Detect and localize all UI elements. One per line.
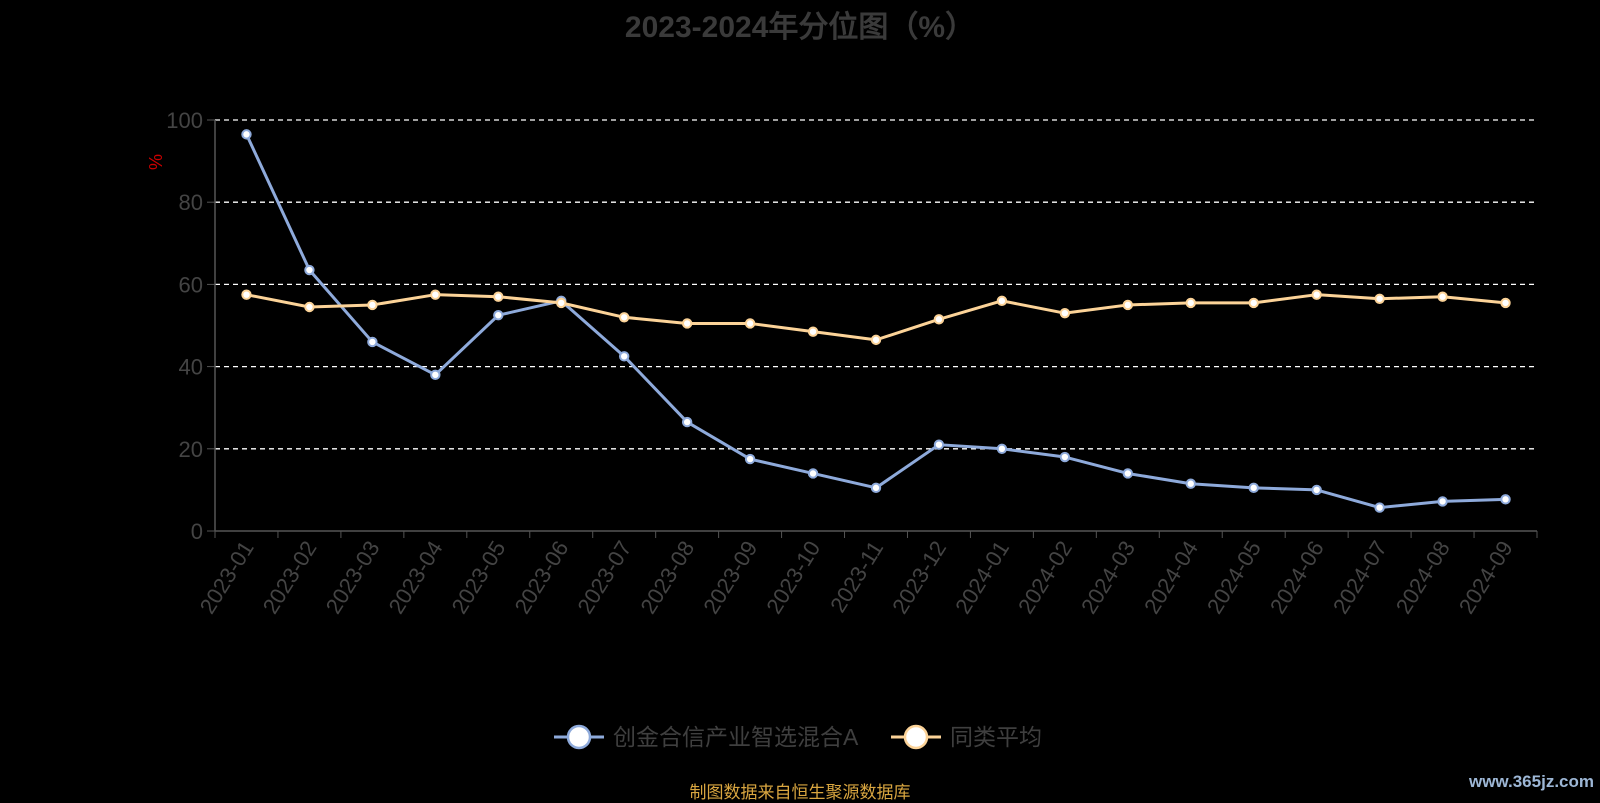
data-point[interactable] <box>367 336 378 348</box>
x-tick-label: 2023-03 <box>321 536 385 618</box>
data-point[interactable] <box>430 369 441 381</box>
data-point[interactable] <box>933 314 945 325</box>
x-tick-label: 2023-01 <box>195 536 259 618</box>
data-point[interactable] <box>807 468 819 479</box>
data-point[interactable] <box>493 310 504 321</box>
data-point[interactable] <box>744 453 756 465</box>
data-point[interactable] <box>493 291 504 302</box>
legend-label[interactable]: 创金合信产业智选混合A <box>613 724 859 750</box>
x-tick-label: 2023-02 <box>258 536 322 618</box>
data-point[interactable] <box>1122 468 1134 479</box>
data-point[interactable] <box>1437 291 1448 302</box>
data-point[interactable] <box>1248 297 1259 309</box>
x-tick-label: 2024-05 <box>1202 536 1266 618</box>
x-tick-label: 2023-09 <box>698 536 762 618</box>
data-point[interactable] <box>744 318 756 329</box>
y-tick-label: 20 <box>179 437 203 462</box>
data-point[interactable] <box>1374 502 1385 513</box>
x-tick-label: 2024-09 <box>1454 536 1518 618</box>
legend-marker[interactable] <box>566 724 592 750</box>
data-point[interactable] <box>1185 478 1196 489</box>
data-point[interactable] <box>304 264 315 276</box>
x-tick-label: 2024-01 <box>950 536 1014 618</box>
watermark: www.365jz.com <box>1468 772 1594 791</box>
data-point[interactable] <box>241 289 252 300</box>
data-point[interactable] <box>1311 289 1322 300</box>
data-point[interactable] <box>681 318 693 329</box>
x-tick-label: 2023-11 <box>825 536 888 616</box>
x-tick-label: 2023-12 <box>887 536 951 618</box>
data-source-note: 制图数据来自恒生聚源数据库 <box>689 783 911 802</box>
y-tick-label: 100 <box>166 108 203 133</box>
axes: 020406080100%2023-012023-022023-032023-0… <box>146 108 1538 618</box>
legend-label[interactable]: 同类平均 <box>950 724 1042 750</box>
data-point[interactable] <box>1185 297 1196 309</box>
x-tick-label: 2024-02 <box>1013 536 1077 618</box>
x-tick-label: 2023-05 <box>447 536 511 618</box>
data-point[interactable] <box>304 301 315 313</box>
x-tick-label: 2024-07 <box>1328 536 1392 618</box>
data-point[interactable] <box>1500 297 1511 309</box>
data-point[interactable] <box>1122 299 1134 311</box>
data-point[interactable] <box>241 129 252 140</box>
x-tick-label: 2023-08 <box>635 536 699 618</box>
x-tick-label: 2023-10 <box>761 536 825 618</box>
series-line-1 <box>246 293 1506 342</box>
data-point[interactable] <box>681 416 693 428</box>
data-point[interactable] <box>807 326 819 337</box>
x-tick-label: 2024-04 <box>1139 536 1203 618</box>
y-tick-label: 0 <box>191 519 203 544</box>
legend[interactable]: 创金合信产业智选混合A 同类平均 <box>554 724 1042 750</box>
data-point[interactable] <box>870 334 882 346</box>
data-point[interactable] <box>996 443 1008 454</box>
data-point[interactable] <box>1500 494 1511 505</box>
y-tick-label: 60 <box>179 272 203 297</box>
x-tick-label: 2023-07 <box>572 536 636 618</box>
legend-marker[interactable] <box>903 724 929 750</box>
x-tick-label: 2024-03 <box>1076 536 1140 618</box>
data-point[interactable] <box>1374 293 1385 304</box>
chart-title: 2023-2024年分位图（%） <box>624 11 976 44</box>
data-point[interactable] <box>618 312 630 323</box>
data-point[interactable] <box>1437 496 1448 507</box>
y-tick-label: 40 <box>179 355 203 380</box>
data-point[interactable] <box>996 295 1008 307</box>
x-tick-label: 2024-06 <box>1265 536 1329 618</box>
data-point[interactable] <box>1059 451 1071 463</box>
data-point[interactable] <box>618 351 630 362</box>
data-point[interactable] <box>1311 484 1322 496</box>
data-point[interactable] <box>870 482 882 494</box>
x-tick-label: 2023-04 <box>384 536 448 618</box>
grid-lines <box>215 119 1537 450</box>
data-point[interactable] <box>430 289 441 300</box>
data-point[interactable] <box>933 439 945 450</box>
y-tick-label: 80 <box>179 190 203 215</box>
y-axis-label: % <box>146 154 166 170</box>
series-line-0 <box>245 133 1506 510</box>
data-point[interactable] <box>1248 482 1259 494</box>
data-point[interactable] <box>367 299 378 311</box>
x-tick-label: 2023-06 <box>509 536 573 618</box>
data-point[interactable] <box>556 297 567 309</box>
data-point[interactable] <box>1059 307 1071 319</box>
x-tick-label: 2024-08 <box>1391 536 1455 618</box>
series-lines <box>241 129 1511 513</box>
